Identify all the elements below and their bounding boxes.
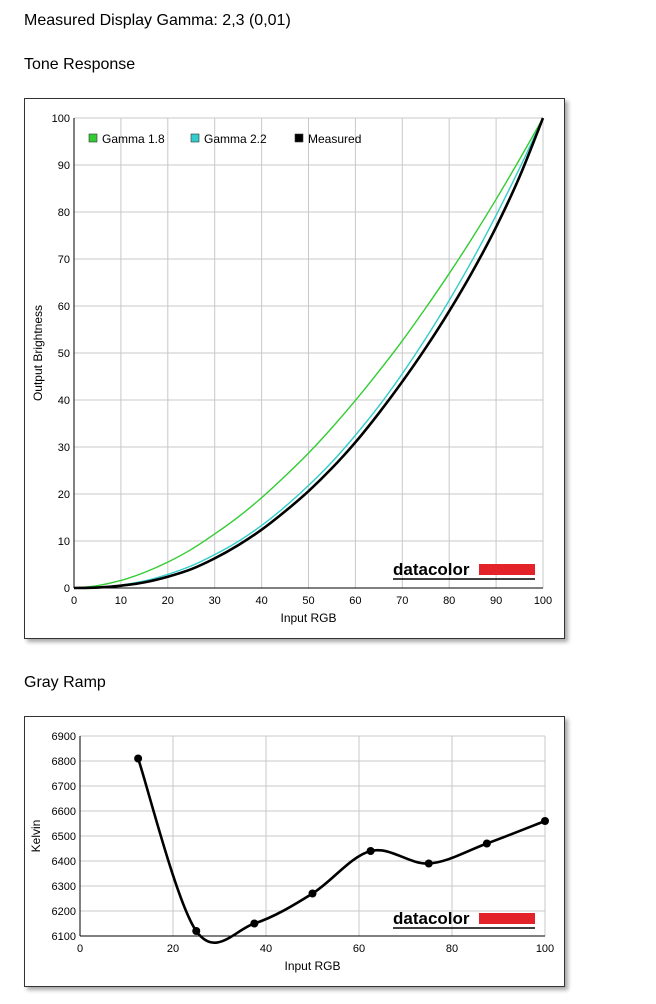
gamma-readout: Measured Display Gamma: 2,3 (0,01) (24, 12, 291, 29)
y-tick-label: 6800 (52, 756, 76, 768)
legend-swatch-measured (294, 133, 304, 143)
series-line-gamma-1-8 (73, 117, 544, 589)
x-axis-label: Input RGB (284, 959, 340, 973)
y-tick-label: 0 (64, 583, 70, 595)
datacolor-logo-bar (479, 913, 535, 924)
data-point (424, 859, 433, 868)
y-tick-label: 60 (58, 301, 70, 313)
y-axis-label: Kelvin (29, 820, 43, 853)
y-tick-label: 6100 (52, 931, 76, 943)
x-tick-label: 20 (167, 943, 179, 955)
gray-ramp-chart-panel: 0 20 40 60 80 100 6100 6200 6300 6400 6500 6600 6700… (24, 716, 565, 987)
data-point (541, 817, 549, 825)
series-line-gamma-2-2 (73, 117, 544, 589)
legend-label-measured: Measured (308, 132, 361, 146)
tone-response-chart: 0 10 20 30 40 50 60 70 80 90 100 0 10 20 30 40 50 60 70 80 9… (31, 113, 552, 625)
x-tick-label: 60 (349, 595, 361, 607)
tone-response-heading: Tone Response (24, 56, 136, 73)
x-tick-label: 100 (536, 943, 554, 955)
legend-label-gamma-1-8: Gamma 1.8 (102, 132, 165, 146)
y-axis-label: Output Brightness (31, 305, 45, 401)
data-point (250, 919, 259, 928)
gray-ramp-chart: 0 20 40 60 80 100 6100 6200 6300 6400 6500 6600 6700… (29, 731, 554, 973)
x-tick-label: 0 (71, 595, 77, 607)
y-tick-label: 6900 (52, 731, 76, 743)
x-tick-label: 20 (162, 595, 174, 607)
datacolor-logo-text: datacolor (393, 560, 470, 579)
x-tick-label: 0 (77, 943, 83, 955)
x-tick-label: 70 (396, 595, 408, 607)
x-tick-label: 30 (209, 595, 221, 607)
datacolor-logo-bar (479, 564, 535, 575)
series-line-measured (73, 117, 545, 590)
x-tick-label: 80 (446, 943, 458, 955)
x-tick-label: 40 (260, 943, 272, 955)
y-tick-label: 40 (58, 395, 70, 407)
y-tick-label: 30 (58, 442, 70, 454)
y-tick-label: 6700 (52, 781, 76, 793)
y-tick-label: 6400 (52, 856, 76, 868)
x-tick-label: 90 (490, 595, 502, 607)
legend-swatch-gamma-2-2 (190, 133, 200, 143)
legend-swatch-gamma-1-8 (88, 133, 98, 143)
y-tick-label: 100 (52, 113, 70, 125)
y-tick-label: 6600 (52, 806, 76, 818)
x-axis-label: Input RGB (280, 611, 336, 625)
y-tick-label: 50 (58, 348, 70, 360)
y-tick-label: 70 (58, 254, 70, 266)
gray-ramp-heading: Gray Ramp (24, 674, 106, 691)
x-tick-label: 60 (353, 943, 365, 955)
x-tick-label: 100 (534, 595, 552, 607)
tone-response-chart-panel: 0 10 20 30 40 50 60 70 80 90 100 0 10 20 30 40 50 60 70 80 9… (24, 98, 565, 639)
x-tick-label: 50 (302, 595, 314, 607)
y-tick-label: 6500 (52, 831, 76, 843)
x-tick-label: 10 (115, 595, 127, 607)
legend-label-gamma-2-2: Gamma 2.2 (204, 132, 267, 146)
y-tick-label: 20 (58, 489, 70, 501)
x-tick-label: 80 (443, 595, 455, 607)
data-point (308, 889, 317, 898)
y-tick-label: 80 (58, 207, 70, 219)
data-point (134, 754, 143, 763)
y-tick-label: 10 (58, 536, 70, 548)
datacolor-logo-text: datacolor (393, 909, 470, 928)
data-point (482, 839, 491, 848)
y-tick-label: 90 (58, 160, 70, 172)
data-point (192, 927, 201, 935)
x-tick-label: 40 (255, 595, 267, 607)
y-tick-label: 6200 (52, 906, 76, 918)
data-point (366, 847, 375, 855)
y-tick-label: 6300 (52, 881, 76, 893)
